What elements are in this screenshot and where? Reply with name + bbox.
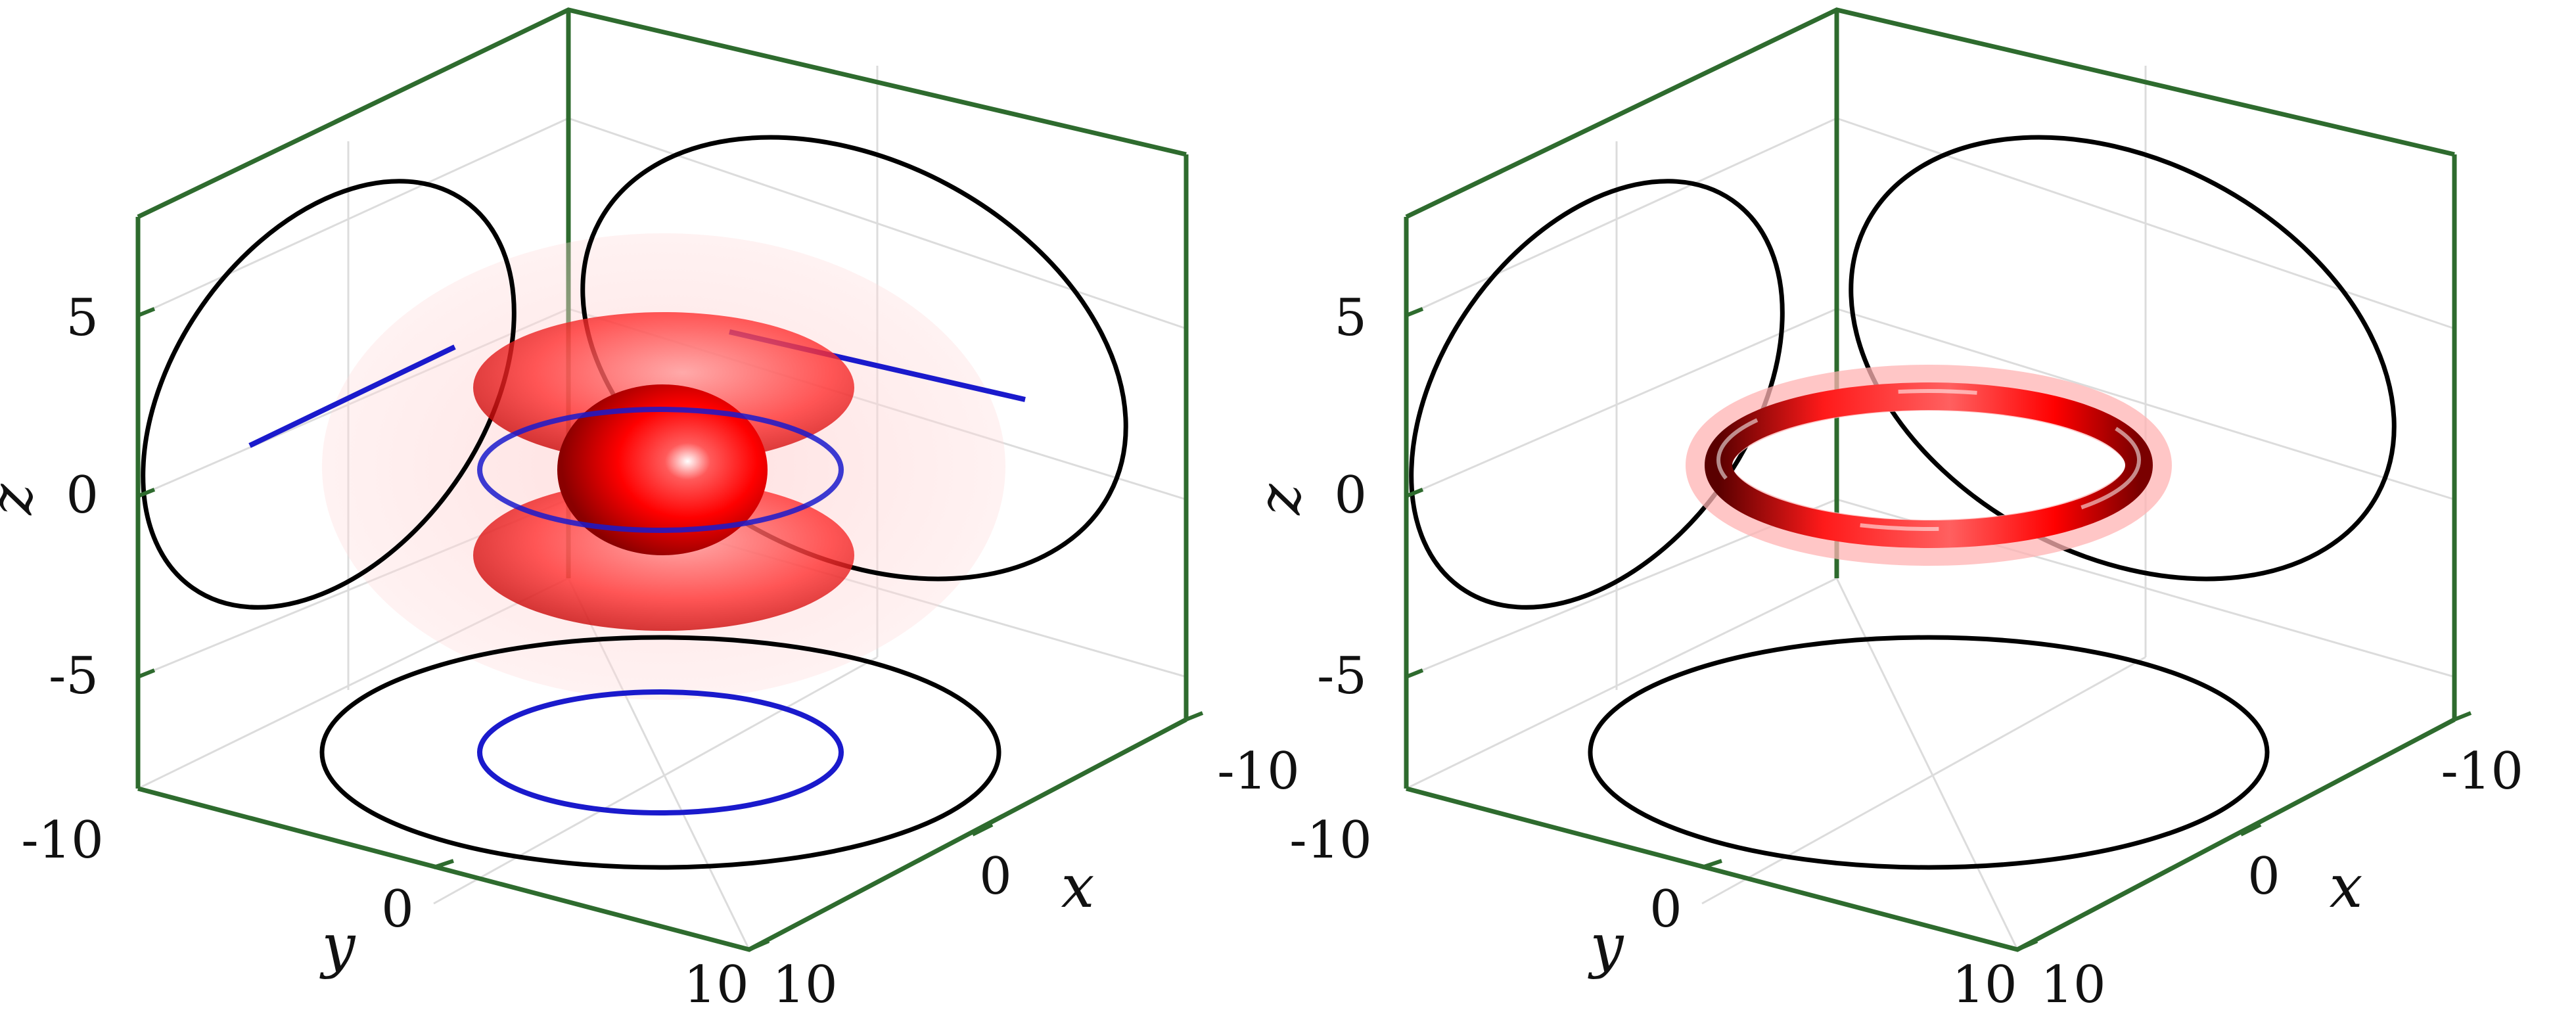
z-axis-label-right: z xyxy=(1245,484,1314,516)
x-tick-10-left: 10 xyxy=(772,955,837,1010)
tick-marks-left xyxy=(137,307,1204,952)
contour-blue-xy xyxy=(477,689,844,815)
x-axis-label-left: x xyxy=(1061,852,1095,921)
z-axis-label-left: z xyxy=(0,484,46,516)
x-tick-neg10-right: -10 xyxy=(2441,742,2523,801)
panel-left: 5 0 -5 -10 0 10 -10 0 10 z y x xyxy=(0,7,1300,1010)
contour-blue-ring xyxy=(477,407,844,533)
torus-surface xyxy=(1705,382,2153,548)
contour-black-yz xyxy=(141,179,517,610)
y-tick-0-left: 0 xyxy=(381,880,414,939)
torus-highlight xyxy=(1716,389,2141,531)
y-axis-label-right: y xyxy=(1588,911,1624,980)
y-tick-neg10-left: -10 xyxy=(21,811,104,870)
orbital-lobe-lower xyxy=(473,480,854,631)
orbital-core xyxy=(557,384,768,555)
contour-blue-yz xyxy=(248,344,456,448)
grid-lines-right xyxy=(1406,66,2455,950)
z-tick-5-right: 5 xyxy=(1334,288,1367,348)
z-tick-0-left: 0 xyxy=(66,466,99,525)
tick-marks-right xyxy=(1405,307,2472,952)
y-tick-10-left: 10 xyxy=(683,955,748,1010)
x-axis-label-right: x xyxy=(2330,852,2363,921)
x-tick-0-right: 0 xyxy=(2247,847,2280,906)
z-tick-0-right: 0 xyxy=(1334,466,1367,525)
contour-black-xy xyxy=(319,635,1001,870)
z-tick-5-left: 5 xyxy=(66,288,99,348)
z-tick-neg5-right: -5 xyxy=(1317,647,1367,706)
y-tick-0-right: 0 xyxy=(1649,880,1682,939)
y-tick-neg10-right: -10 xyxy=(1289,811,1372,870)
y-axis-label-left: y xyxy=(319,911,356,980)
contour-black-xy xyxy=(1588,635,2270,870)
x-tick-0-left: 0 xyxy=(979,847,1012,906)
contour-black-xz xyxy=(1849,135,2397,582)
panel-right: 5 0 -5 -10 0 10 -10 0 10 z y x xyxy=(1245,7,2523,1010)
z-tick-neg5-left: -5 xyxy=(49,647,99,706)
y-tick-10-right: 10 xyxy=(1952,955,2017,1010)
x-tick-neg10-left: -10 xyxy=(1217,742,1300,801)
x-tick-10-right: 10 xyxy=(2040,955,2105,1010)
